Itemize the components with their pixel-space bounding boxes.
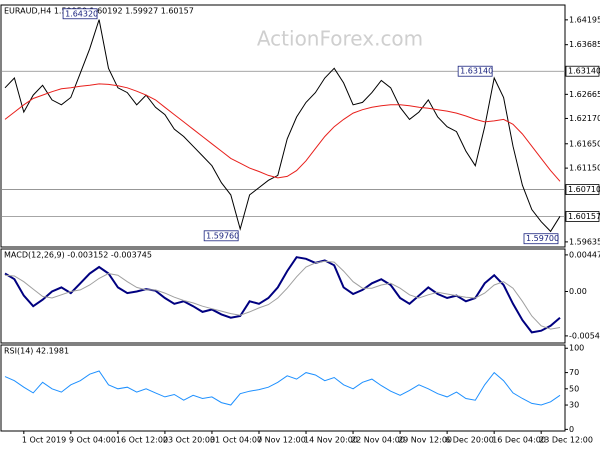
panel-title: EURAUD,H4 1.59950 1.60192 1.59927 1.6015… bbox=[4, 7, 194, 16]
panel-frame bbox=[0, 248, 566, 344]
level-box bbox=[565, 65, 600, 77]
y-tick-label: 0 bbox=[569, 425, 574, 434]
annotation-label: 1.63140 bbox=[460, 67, 493, 76]
x-tick-label: 16 Oct 12:00 bbox=[116, 436, 168, 445]
y-tick-label: 1.62665 bbox=[569, 90, 600, 99]
annotation-label: 1.59760 bbox=[206, 231, 239, 240]
panel-title: MACD(12,26,9) -0.003152 -0.003745 bbox=[4, 251, 152, 260]
series-line bbox=[4, 256, 561, 334]
level-label: 1.60157 bbox=[568, 212, 600, 221]
y-tick-label: 1.63685 bbox=[569, 40, 600, 49]
annotation-box bbox=[62, 8, 98, 20]
level-box bbox=[565, 184, 600, 195]
y-tick-label: 30 bbox=[569, 401, 579, 410]
y-tick-label: 1.62170 bbox=[569, 114, 600, 123]
level-label: 1.63140 bbox=[568, 67, 600, 76]
level-label: 1.60710 bbox=[568, 185, 600, 194]
x-tick-label: 23 Oct 20:00 bbox=[163, 436, 215, 445]
x-tick-label: 9 Oct 04:00 bbox=[69, 436, 116, 445]
series-line bbox=[4, 260, 561, 330]
y-tick-label: 0.00 bbox=[569, 287, 587, 296]
y-tick-label: -0.00543 bbox=[569, 331, 600, 340]
annotation-label: 1.59700 bbox=[526, 234, 559, 243]
panel-frame bbox=[0, 4, 566, 248]
y-tick-label: 1.61650 bbox=[569, 139, 600, 148]
x-tick-label: 7 Nov 12:00 bbox=[257, 436, 306, 445]
x-tick-label: 29 Nov 12:00 bbox=[398, 436, 452, 445]
annotation-box bbox=[523, 233, 559, 245]
series-line bbox=[4, 19, 561, 233]
x-tick-label: 22 Nov 04:00 bbox=[351, 436, 405, 445]
y-tick-label: 0.004479 bbox=[569, 250, 600, 259]
x-tick-label: 6 Dec 20:00 bbox=[445, 436, 494, 445]
x-tick-label: 16 Dec 04:00 bbox=[492, 436, 546, 445]
panel-title: RSI(14) 42.1981 bbox=[4, 347, 69, 356]
level-box bbox=[565, 211, 600, 222]
annotation-box bbox=[203, 230, 239, 242]
series-line bbox=[4, 83, 561, 182]
x-tick-label: 31 Oct 04:00 bbox=[210, 436, 262, 445]
y-tick-label: 70 bbox=[569, 368, 579, 377]
watermark: ActionForex.com bbox=[257, 27, 423, 51]
x-tick-label: 14 Nov 20:00 bbox=[304, 436, 358, 445]
x-tick-label: 1 Oct 2019 bbox=[22, 436, 66, 445]
y-tick-label: 100 bbox=[569, 344, 584, 353]
y-tick-label: 50 bbox=[569, 384, 579, 393]
x-tick-label: 23 Dec 12:00 bbox=[539, 436, 593, 445]
annotation-box bbox=[457, 65, 493, 77]
series-line bbox=[4, 370, 561, 406]
y-tick-label: 1.64195 bbox=[569, 15, 600, 24]
y-tick-label: 1.61150 bbox=[569, 164, 600, 173]
y-tick-label: 1.59635 bbox=[569, 237, 600, 246]
annotation-label: 1.64320 bbox=[65, 9, 98, 18]
panel-frame bbox=[0, 344, 566, 432]
